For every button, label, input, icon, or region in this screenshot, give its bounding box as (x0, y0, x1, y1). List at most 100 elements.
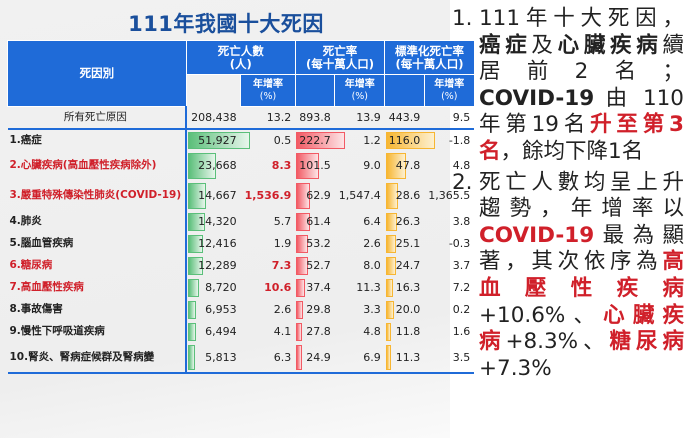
note-text: 著，其次依序為 (479, 249, 663, 275)
table-row: 5.腦血管疾病 12,416 1.9 53.2 2.6 25.1 -0.3 (7, 232, 475, 255)
growth-label: 年增率 (252, 78, 283, 90)
note-text: ，餘均下降1名 (500, 138, 644, 164)
std-cell: 116.0 (385, 129, 435, 151)
note-line: 年第19名升至第3 (479, 112, 684, 139)
note-text: 心臟疾病 (557, 32, 663, 58)
std-growth: 9.5 (424, 106, 475, 130)
note-text: COVID-19 (479, 85, 595, 111)
deaths-value: 6,494 (205, 325, 237, 338)
table-row: 6.糖尿病 12,289 7.3 52.7 8.0 24.7 3.7 (7, 254, 475, 277)
note-number: 1. (452, 6, 473, 31)
table-row: 9.慢性下呼吸道疾病 6,494 4.1 27.8 4.8 11.8 1.6 (7, 320, 475, 343)
note-line: 著，其次依序為高 (479, 249, 684, 276)
header-rate-unit: (每十萬人口) (306, 56, 375, 71)
deaths-bar (188, 182, 206, 209)
std-value: 24.7 (395, 259, 421, 272)
note-line: 111年十大死因， (479, 6, 684, 33)
deaths-cell: 5,813 (186, 342, 241, 374)
deaths-bar (188, 152, 217, 179)
rate-bar (296, 278, 305, 297)
table-row: 8.事故傷害 6,953 2.6 29.8 3.3 20.0 0.2 (7, 298, 475, 321)
header-rate-label: 死亡率 (322, 43, 358, 58)
header-rate: 死亡率 (每十萬人口) (294, 40, 386, 75)
std-growth: 3.5 (424, 342, 475, 374)
deaths-bar (188, 131, 251, 149)
deaths-bar (188, 300, 197, 319)
deaths-growth: 4.1 (273, 325, 292, 338)
rate-cell: 53.2 (295, 233, 335, 255)
note-text: 由 110 (594, 85, 684, 111)
std-value: 26.3 (395, 215, 421, 228)
slide-title: 111年我國十大死因 (128, 12, 324, 36)
std-bar (385, 152, 406, 179)
rate-cell: 222.7 (295, 129, 346, 151)
note-text: 名 (479, 138, 501, 164)
note-text: 最為顯 (594, 222, 684, 248)
deaths-bar (188, 212, 206, 231)
std-growth: 7.2 (452, 281, 471, 294)
rate-value: 24.9 (306, 350, 331, 364)
deaths-bar (188, 344, 196, 370)
std-growth: -1.8 (448, 133, 471, 147)
growth-unit: (%) (259, 90, 277, 102)
std-bar (385, 131, 435, 149)
rate-bar (296, 344, 302, 370)
rate-growth: 1,547.4 (338, 189, 381, 202)
deaths-value: 14,320 (198, 215, 237, 228)
note-line: +10.6%、心臟疾 (479, 303, 684, 330)
rate-cell: 29.8 (295, 299, 335, 321)
rate-value: 27.8 (306, 325, 331, 338)
cause-name: 9.慢性下呼吸道疾病 (7, 320, 188, 343)
rate-cell: 61.4 (295, 211, 335, 233)
growth-label: 年增率 (434, 78, 465, 90)
note-line: 癌症及心臟疾病續 (479, 33, 684, 60)
std-cell: 16.3 (385, 277, 425, 299)
std-bar (385, 322, 391, 341)
note-line: 趨勢，年增率以 (479, 196, 684, 223)
note-line: 名，餘均下降1名 (479, 139, 684, 166)
header-std-rate: 標準化死亡率 (每十萬人口) (384, 40, 475, 75)
deaths-value: 12,289 (198, 259, 237, 272)
note-text: 死亡人數均呈上升 (479, 169, 684, 195)
note-line: 病+8.3%、糖尿病 (479, 329, 684, 356)
deaths-bar (188, 256, 203, 275)
note-text: COVID-19 (479, 222, 595, 248)
rate-growth: 9.0 (363, 159, 381, 172)
deaths-growth: 5.7 (273, 215, 292, 228)
rate-value: 29.8 (306, 303, 331, 316)
growth-label: 年增率 (344, 78, 375, 90)
table-row: 3.嚴重特殊傳染性肺炎(COVID-19) 14,667 1,536.9 62.9 1,… (7, 180, 475, 211)
rate-growth: 3.3 (363, 303, 381, 316)
table-row: 10.腎炎、腎病症候群及腎病變 5,813 6.3 24.9 6.9 11.3 3.5 (7, 342, 475, 374)
note-text: 續 (662, 32, 684, 58)
note-text: 升至第3 (590, 112, 685, 138)
deaths-growth: 0.5 (273, 133, 292, 147)
std-value: 28.6 (395, 189, 421, 202)
rate-bar (296, 131, 346, 149)
std-bar (385, 278, 393, 297)
header-blank (384, 74, 425, 107)
deaths-growth: 13.2 (240, 106, 296, 130)
deaths-growth: 1,536.9 (244, 189, 292, 202)
note-text: +8.3%、 (505, 329, 610, 355)
note-text: 年第19名 (479, 112, 591, 138)
header-std-label: 標準化死亡率 (395, 43, 465, 58)
rate-growth: 8.0 (363, 259, 381, 272)
std-value: 16.3 (395, 281, 421, 294)
rate-growth: 6.4 (363, 215, 381, 228)
header-blank (185, 74, 241, 107)
cause-name: 7.高血壓性疾病 (7, 276, 188, 299)
std-cell: 24.7 (385, 255, 425, 277)
deaths-bar (188, 234, 203, 253)
std-growth: 1.6 (452, 325, 471, 338)
top-ten-causes-table: 死因別 死亡人數 (人) 死亡率 (每十萬人口) 標準化死亡率 (每十萬人口) 年增率… (7, 40, 475, 374)
growth-unit: (%) (441, 90, 458, 102)
cause-name: 6.糖尿病 (7, 254, 188, 277)
header-std-unit: (每十萬人口) (395, 56, 464, 71)
cause-name: 8.事故傷害 (7, 298, 188, 321)
total-row: 所有死亡原因 208,438 13.2 893.8 13.9 443.9 9.5 (7, 106, 475, 130)
rate-cell: 62.9 (295, 181, 335, 211)
deaths-bar (188, 278, 199, 297)
deaths-growth: 10.6 (264, 281, 292, 294)
cause-name: 5.腦血管疾病 (7, 232, 188, 255)
